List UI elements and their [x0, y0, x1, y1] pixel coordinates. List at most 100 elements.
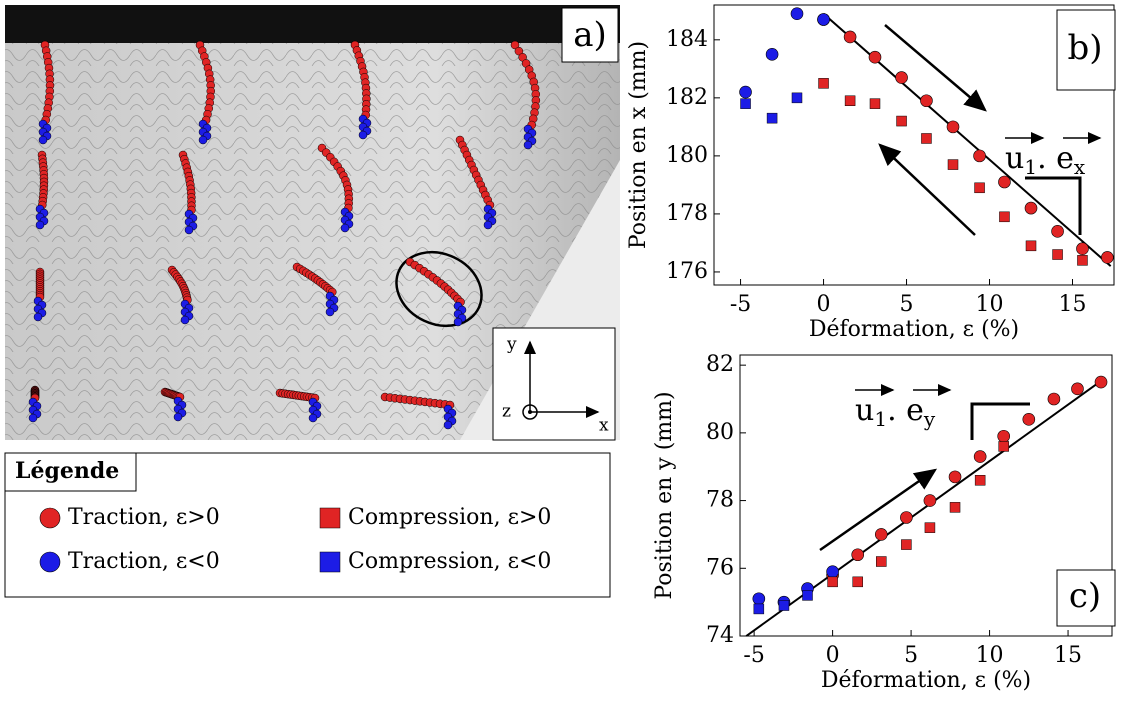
y-tick-label: 80 [706, 420, 734, 445]
track-dot [180, 315, 190, 325]
marker-square [740, 98, 751, 109]
marker-square [876, 556, 887, 567]
annotation-part: u [855, 393, 874, 428]
y-tick-label: 182 [666, 85, 708, 110]
axis-label: x [599, 416, 609, 436]
panel-label: a) [573, 15, 607, 55]
annotation-part: . e [1037, 141, 1074, 176]
annotation-part: u [1005, 141, 1024, 176]
marker-square [896, 115, 907, 127]
y-tick-label: 184 [666, 27, 708, 52]
track-dot [198, 135, 208, 145]
track-dot [523, 140, 533, 150]
x-axis-label: Déformation, ε (%) [821, 668, 1031, 693]
marker-square [949, 502, 961, 513]
marker-circle [923, 494, 937, 507]
marker-circle [752, 592, 766, 606]
marker-circle [817, 13, 830, 26]
track-dot [35, 220, 45, 230]
y-tick-label: 76 [706, 555, 734, 580]
marker-square [921, 133, 932, 144]
bracket [970, 402, 1030, 440]
track-dot [173, 412, 183, 422]
legend-label: Compression, ε>0 [348, 505, 551, 530]
track-dot [308, 413, 318, 423]
bracket [1025, 176, 1082, 235]
track-dot [453, 317, 463, 327]
track-dot [33, 312, 43, 322]
x-tick-label: 0 [817, 292, 831, 317]
marker-circle [874, 528, 888, 541]
chart: -5 0 5 10 15 74 76 78 80 82 Déformation, ε (%) Posi… [652, 352, 1116, 693]
x-tick-label: 0 [826, 643, 840, 668]
marker-square [869, 98, 881, 109]
annotation-part: 1 [874, 407, 887, 431]
marker-square [791, 92, 803, 104]
track-dot [443, 420, 453, 430]
annotation: u1. ey [855, 393, 936, 431]
track-dot [325, 307, 335, 317]
axis-label: y [506, 335, 517, 355]
marker-circle [868, 50, 882, 64]
annotation: u1. ex [1005, 141, 1086, 179]
marker-circle [900, 511, 913, 524]
legend-title: Légende [15, 458, 119, 484]
x-tick-label: -5 [730, 292, 751, 317]
marker-circle [998, 175, 1011, 189]
marker-square [778, 600, 790, 611]
marker-square [1077, 255, 1088, 266]
marker-square [802, 590, 813, 601]
annotation-part: y [923, 407, 936, 431]
x-tick-label: 10 [976, 292, 1004, 317]
legend: Légende Traction, ε>0 Traction, ε<0 Compre… [4, 452, 611, 598]
arrow [878, 143, 976, 236]
marker-circle [851, 548, 865, 562]
panel-label-box [1056, 9, 1116, 91]
marker-square [998, 441, 1009, 452]
marker-circle [1024, 201, 1038, 215]
x-tick-label: -5 [743, 643, 764, 668]
annotation-part: . e [887, 393, 924, 428]
panel-label-box [1056, 569, 1116, 627]
track-dot [340, 223, 350, 233]
y-axis-label: Position en x (mm) [626, 41, 651, 249]
marker-circle [997, 429, 1010, 443]
annotation-part: x [1074, 155, 1086, 179]
legend-label: Traction, ε>0 [68, 505, 220, 530]
x-tick-label: 10 [976, 643, 1004, 668]
arrow [819, 468, 938, 552]
marker-square [924, 522, 936, 533]
track-dot [514, 46, 524, 56]
marker-circle [39, 507, 61, 529]
marker-square [319, 551, 341, 573]
annotation-part: 1 [1024, 155, 1037, 179]
marker-circle [1047, 392, 1061, 406]
panel-label: b) [1067, 28, 1102, 68]
y-tick-label: 176 [666, 259, 708, 284]
track-dot [358, 130, 368, 140]
plot-frame [739, 354, 1113, 637]
x-axis-label: Déformation, ε (%) [809, 317, 1019, 342]
marker-circle [843, 30, 857, 44]
y-tick-label: 178 [666, 201, 708, 226]
marker-circle [826, 565, 839, 578]
marker-circle [790, 7, 804, 21]
marker-circle [739, 85, 752, 99]
marker-square [974, 182, 985, 194]
marker-square [901, 539, 912, 550]
x-tick-label: 5 [904, 643, 918, 668]
marker-circle [1071, 382, 1084, 396]
track-dot [510, 40, 520, 50]
x-tick-label: 15 [1059, 292, 1087, 317]
track-dot [483, 220, 493, 230]
chart: -5 0 5 10 15 176 178 180 182 184 Déformation, ε (%… [626, 4, 1116, 342]
marker-circle [948, 470, 962, 484]
photo-panel: a) y x z [5, 5, 620, 441]
marker-square [844, 95, 856, 107]
marker-square [818, 78, 829, 89]
marker-square [974, 475, 986, 486]
marker-circle [920, 94, 933, 108]
track-dot [184, 225, 194, 235]
legend-label: Compression, ε<0 [348, 549, 551, 574]
